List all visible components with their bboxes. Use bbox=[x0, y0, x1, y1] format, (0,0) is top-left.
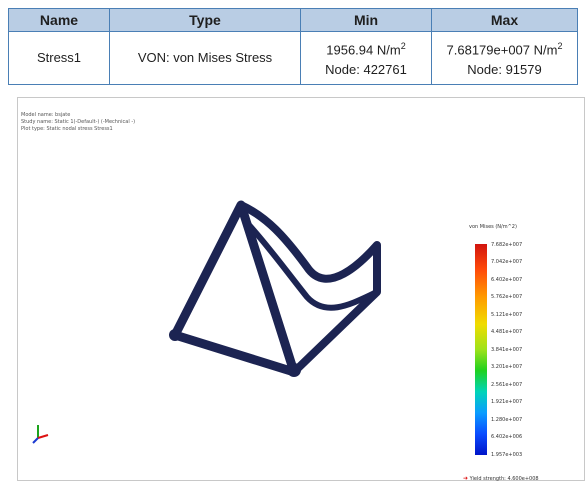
meta-study-name: Study name: Static 1(-Default-) (-Mechni… bbox=[21, 119, 136, 125]
meta-plot-type: Plot type: Static nodal stress Stress1 bbox=[21, 126, 113, 132]
cell-name: Stress1 bbox=[8, 31, 110, 85]
model-curved-plate-inner bbox=[246, 222, 380, 311]
model-frame bbox=[170, 200, 381, 377]
header-row: Name Type Min Max bbox=[8, 8, 578, 32]
yield-arrow-icon: ➜ bbox=[463, 475, 469, 482]
header-max: Max bbox=[431, 8, 578, 32]
max-node: Node: 91579 bbox=[467, 62, 542, 78]
max-exponent: 2 bbox=[557, 40, 563, 51]
model-node-joint bbox=[287, 363, 301, 377]
yield-strength-marker: ➜ Yield strength: 4.600e+008 bbox=[463, 475, 539, 482]
meta-model-name: Model name: bsjate bbox=[21, 112, 71, 118]
plot-metadata: Model name: bsjate Study name: Static 1(… bbox=[21, 112, 135, 133]
legend-color-bar bbox=[475, 244, 487, 455]
header-min: Min bbox=[300, 8, 432, 32]
legend-tick-label: 1.957e+003 bbox=[491, 452, 523, 458]
legend-tick-label: 3.841e+007 bbox=[491, 347, 523, 353]
legend-tick-label: 5.121e+007 bbox=[491, 312, 523, 318]
header-name: Name bbox=[8, 8, 110, 32]
legend-tick-label: 4.481e+007 bbox=[491, 329, 523, 335]
legend-tick-label: 3.201e+007 bbox=[491, 364, 523, 370]
legend-tick-label: 5.762e+007 bbox=[491, 294, 523, 300]
legend-tick-label: 7.682e+007 bbox=[491, 242, 523, 248]
cell-type: VON: von Mises Stress bbox=[109, 31, 301, 85]
model-curved-plate bbox=[237, 201, 381, 376]
min-value-line: 1956.94 N/m2 bbox=[305, 36, 427, 60]
legend-tick-label: 7.042e+007 bbox=[491, 259, 523, 265]
model-strut bbox=[237, 201, 298, 376]
max-value: 7.68179e+007 N/m bbox=[446, 42, 558, 58]
legend-title: von Mises (N/m^2) bbox=[469, 224, 517, 230]
min-value: 1956.94 N/m bbox=[326, 42, 401, 58]
legend-tick-label: 6.402e+007 bbox=[491, 277, 523, 283]
stressed-model-render bbox=[169, 200, 381, 377]
table-row: Stress1 VON: von Mises Stress 1956.94 N/… bbox=[8, 31, 578, 85]
legend-tick-label: 6.402e+006 bbox=[491, 434, 523, 440]
axis-triad-icon bbox=[32, 425, 49, 444]
header-type: Type bbox=[109, 8, 301, 32]
cell-max: 7.68179e+007 N/m2 Node: 91579 bbox=[431, 31, 578, 85]
max-value-line: 7.68179e+007 N/m2 bbox=[436, 36, 573, 60]
cell-min: 1956.94 N/m2 Node: 422761 bbox=[300, 31, 432, 85]
legend-tick-label: 2.561e+007 bbox=[491, 382, 523, 388]
legend-tick-label: 1.921e+007 bbox=[491, 399, 523, 405]
min-node: Node: 422761 bbox=[325, 62, 407, 78]
model-node-joint bbox=[169, 329, 181, 341]
results-table: Name Type Min Max Stress1 VON: von Mises… bbox=[8, 8, 578, 85]
min-exponent: 2 bbox=[400, 40, 406, 51]
yield-strength-label: Yield strength: 4.600e+008 bbox=[469, 476, 539, 482]
legend-tick-label: 1.280e+007 bbox=[491, 417, 523, 423]
